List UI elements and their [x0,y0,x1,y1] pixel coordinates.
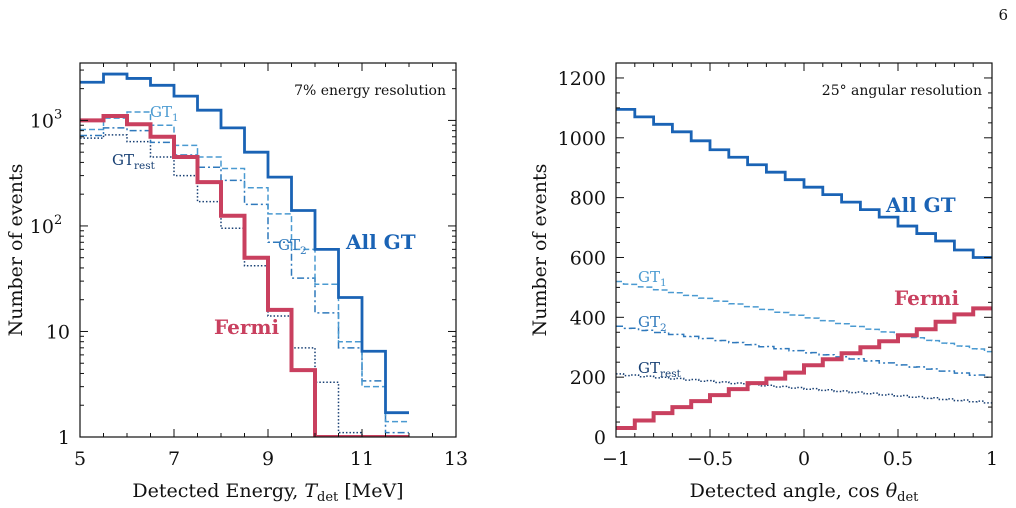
y-tick-label: 200 [570,367,606,389]
series-all-gt [80,72,409,415]
y-tick-label: 400 [570,307,606,329]
x-tick-label: −0.5 [687,448,733,470]
x-tick-label: 1 [986,448,998,470]
label-gt1: GT1 [150,103,179,124]
x-tick-label: 9 [262,448,274,470]
y-tick-label: 1 [58,427,70,449]
annotation-text: 25° angular resolution [822,83,982,99]
x-axis-label: Detected Energy, Tdet [MeV] [132,480,403,505]
series-gt2 [80,127,409,434]
plot-frame-right [615,62,993,438]
y-tick-label: 800 [570,188,606,210]
series-all-gt [616,107,992,259]
series-gtrest [80,134,409,437]
series-gt2 [616,325,992,378]
label-gtrest: GTrest [638,359,682,380]
y-axis-label: Number of events [529,164,551,337]
y-axis-label: Number of events [5,164,27,337]
y-tick-label: 103 [30,107,62,132]
page-number: 6 [998,6,1008,24]
plot-area-right [616,107,992,431]
label-all-gt: All GT [885,193,956,217]
label-fermi: Fermi [214,315,280,339]
x-tick-label: 13 [444,448,468,470]
y-tick-label: 10 [46,321,70,343]
annotation-text: 7% energy resolution [294,83,446,99]
x-tick-label: −1 [602,448,630,470]
y-tick-label: 1000 [558,128,606,150]
plot-area [80,72,409,437]
label-fermi: Fermi [894,286,960,310]
series-fermi [616,306,992,431]
x-axis-label: Detected angle, cos θdet [690,480,920,505]
y-tick-label: 600 [570,247,606,269]
x-tick-label: 5 [74,448,86,470]
label-gt2: GT2 [278,236,307,257]
y-tick-label: 1200 [558,68,606,90]
series-gt1 [80,111,409,423]
x-tick-label: 0.5 [883,448,913,470]
label-all-gt: All GT [345,230,416,254]
label-gt2: GT2 [638,313,667,334]
x-tick-label: 0 [798,448,810,470]
label-gtrest: GTrest [112,151,156,172]
series-gtrest [616,373,992,404]
series-fermi [80,114,409,437]
y-tick-label: 0 [594,427,606,449]
label-gt1: GT1 [638,268,667,289]
x-tick-label: 11 [350,448,374,470]
x-tick-label: 7 [168,448,180,470]
series-gt1 [616,280,992,353]
y-tick-label: 102 [30,213,62,238]
